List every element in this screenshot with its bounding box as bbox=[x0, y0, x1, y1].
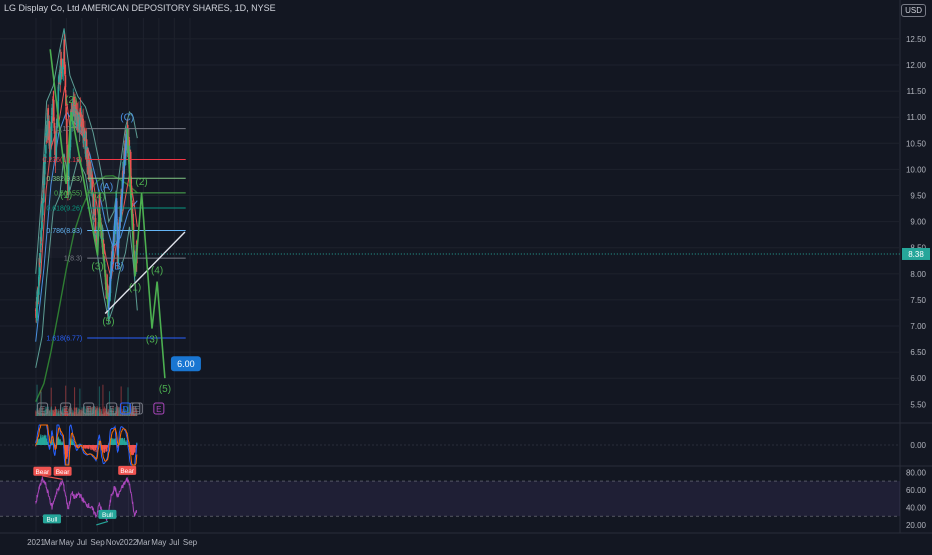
elliott-corrective-label: (B) bbox=[111, 262, 124, 273]
macd-y-tick-label: 0.00 bbox=[910, 441, 926, 450]
x-tick-label: May bbox=[151, 538, 166, 547]
event-marker-label: E bbox=[63, 405, 68, 414]
x-tick-label: 2021 bbox=[27, 538, 45, 547]
rsi-divergence-label: Bear bbox=[120, 468, 135, 475]
rsi-y-tick-label: 80.00 bbox=[906, 468, 927, 477]
rsi-divergence-label: Bear bbox=[56, 469, 71, 476]
elliott-corrective-label: (A) bbox=[100, 182, 113, 193]
x-tick-label: Jul bbox=[169, 538, 179, 547]
elliott-projection-label: (2) bbox=[136, 177, 148, 188]
rsi-y-tick-label: 20.00 bbox=[906, 521, 927, 530]
event-marker-label: E bbox=[40, 405, 45, 414]
rsi-divergence-label: Bear bbox=[35, 469, 50, 476]
y-tick-label: 10.00 bbox=[906, 165, 927, 174]
event-marker-label: E bbox=[156, 405, 161, 414]
rsi-divergence-label: Bull bbox=[102, 512, 113, 519]
y-tick-label: 6.50 bbox=[910, 348, 926, 357]
elliott-projection-label: (3) bbox=[146, 335, 158, 346]
elliott-impulse-label: (4) bbox=[93, 192, 105, 203]
last-price-label: 8.38 bbox=[908, 250, 924, 259]
x-tick-label: Sep bbox=[183, 538, 198, 547]
rsi-y-tick-label: 60.00 bbox=[906, 486, 927, 495]
elliott-impulse-label: (3) bbox=[91, 262, 103, 273]
rsi-divergence-label: Bull bbox=[47, 516, 58, 523]
rsi-y-tick-label: 40.00 bbox=[906, 503, 927, 512]
y-tick-label: 12.00 bbox=[906, 61, 927, 70]
fib-level-label: 0.382(9.83) bbox=[46, 176, 82, 183]
elliott-impulse-label: (1) bbox=[60, 190, 72, 201]
fib-level-label: 1(8.3) bbox=[64, 256, 82, 263]
y-tick-label: 10.50 bbox=[906, 139, 927, 148]
fib-level-label: 0.618(9.26) bbox=[46, 206, 82, 213]
y-tick-label: 5.50 bbox=[910, 400, 926, 409]
elliott-impulse-label: (2) bbox=[65, 95, 77, 106]
x-tick-label: Jul bbox=[77, 538, 87, 547]
x-tick-label: May bbox=[59, 538, 74, 547]
y-tick-label: 11.50 bbox=[907, 87, 927, 96]
macd-histogram-bar bbox=[82, 444, 83, 445]
y-tick-label: 11.00 bbox=[907, 113, 927, 122]
rsi-band bbox=[0, 481, 900, 516]
y-tick-label: 8.00 bbox=[910, 270, 926, 279]
currency-badge[interactable]: USD bbox=[901, 4, 926, 17]
y-tick-label: 7.00 bbox=[910, 322, 926, 331]
y-tick-label: 12.50 bbox=[906, 35, 927, 44]
elliott-corrective-label: (C) bbox=[120, 113, 134, 124]
x-tick-label: 2022 bbox=[120, 538, 138, 547]
x-tick-label: Mar bbox=[44, 538, 58, 547]
x-tick-label: Nov bbox=[106, 538, 120, 547]
elliott-impulse-label: (5) bbox=[102, 316, 114, 327]
elliott-projection-label: (5) bbox=[159, 384, 171, 395]
candle-body bbox=[65, 107, 67, 120]
fib-level-label: 1.618(6.77) bbox=[46, 336, 82, 343]
y-tick-label: 7.50 bbox=[910, 296, 926, 305]
x-tick-label: Sep bbox=[90, 538, 105, 547]
y-tick-label: 9.50 bbox=[910, 192, 926, 201]
y-tick-label: 6.00 bbox=[910, 374, 926, 383]
target-price-label: 6.00 bbox=[177, 359, 195, 369]
candle-body bbox=[65, 75, 67, 87]
event-marker-label: E bbox=[135, 405, 140, 414]
y-tick-label: 9.00 bbox=[910, 218, 926, 227]
chart-title: LG Display Co, Ltd AMERICAN DEPOSITORY S… bbox=[4, 3, 276, 13]
macd-histogram-bar bbox=[35, 445, 36, 446]
elliott-projection-label: (4) bbox=[151, 266, 163, 277]
volume-bar bbox=[74, 387, 75, 416]
event-marker-label: E bbox=[109, 405, 114, 414]
event-marker-label: D bbox=[123, 405, 129, 414]
elliott-projection-label: (1) bbox=[129, 282, 141, 293]
event-marker-label: E bbox=[86, 405, 91, 414]
fib-level-label: 0.786(8.83) bbox=[46, 228, 82, 235]
macd-histogram-bar bbox=[78, 444, 79, 445]
x-tick-label: Mar bbox=[137, 538, 151, 547]
